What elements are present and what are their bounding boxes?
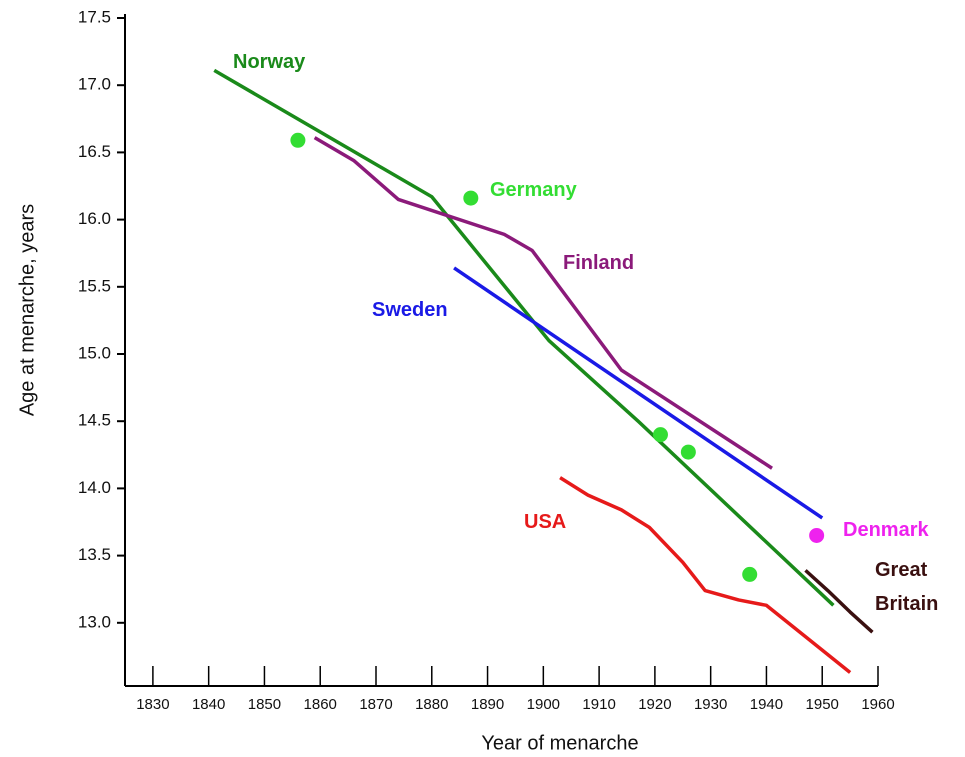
series-label: Norway bbox=[233, 51, 306, 73]
x-tick-label: 1870 bbox=[359, 696, 392, 713]
y-axis-label: Age at menarche, years bbox=[16, 204, 38, 416]
x-tick-label: 1860 bbox=[304, 696, 337, 713]
marker bbox=[809, 527, 825, 543]
x-tick-label: 1840 bbox=[192, 696, 225, 713]
x-tick-label: 1850 bbox=[248, 696, 281, 713]
y-tick-label: 16.0 bbox=[78, 209, 111, 228]
line bbox=[213, 68, 835, 607]
marker bbox=[290, 132, 306, 148]
series-label: Great Britain bbox=[875, 559, 939, 615]
x-tick-label: 1960 bbox=[861, 696, 894, 713]
x-tick-label: 1930 bbox=[694, 696, 727, 713]
line bbox=[453, 266, 824, 520]
x-tick-label: 1950 bbox=[806, 696, 839, 713]
y-tick-label: 17.0 bbox=[78, 75, 111, 94]
x-tick-label: 1940 bbox=[750, 696, 783, 713]
line bbox=[559, 476, 852, 674]
x-tick-label: 1830 bbox=[136, 696, 169, 713]
x-tick-label: 1910 bbox=[582, 696, 615, 713]
line bbox=[313, 136, 773, 470]
marker bbox=[652, 427, 668, 443]
y-tick-label: 15.0 bbox=[78, 343, 111, 362]
marker bbox=[463, 190, 479, 206]
x-tick-label: 1890 bbox=[471, 696, 504, 713]
series-label: Finland bbox=[563, 252, 635, 274]
line bbox=[804, 569, 874, 634]
y-tick-label: 13.5 bbox=[78, 545, 111, 564]
series-label: Denmark bbox=[843, 519, 929, 541]
y-tick-label: 16.5 bbox=[78, 142, 111, 161]
y-tick-label: 14.0 bbox=[78, 478, 111, 497]
marker bbox=[742, 566, 758, 582]
y-tick-label: 14.5 bbox=[78, 411, 111, 430]
marker bbox=[680, 444, 696, 460]
series-label: USA bbox=[524, 511, 567, 533]
series-label: Germany bbox=[490, 179, 577, 201]
x-axis-label: Year of menarche bbox=[481, 732, 638, 754]
y-tick-label: 13.0 bbox=[78, 612, 111, 631]
x-tick-label: 1900 bbox=[527, 696, 560, 713]
x-tick-label: 1920 bbox=[638, 696, 671, 713]
series-label: Sweden bbox=[372, 299, 448, 321]
x-tick-label: 1880 bbox=[415, 696, 448, 713]
y-tick-label: 17.5 bbox=[78, 7, 111, 26]
y-tick-label: 15.5 bbox=[78, 276, 111, 295]
